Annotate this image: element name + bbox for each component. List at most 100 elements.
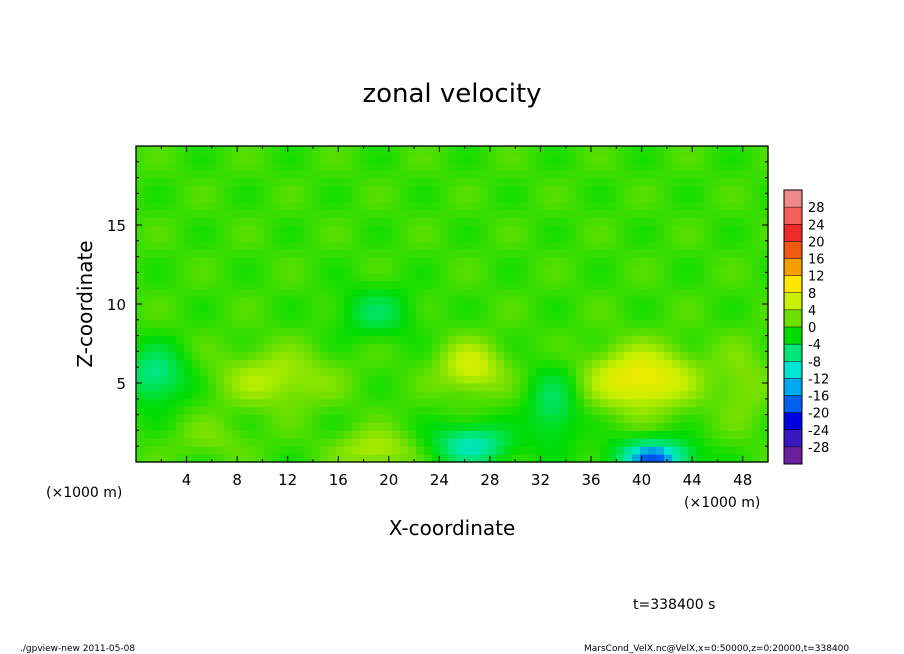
heatmap-cell [472, 311, 481, 321]
heatmap-cell [256, 438, 265, 447]
heatmap-cell [568, 319, 577, 329]
heatmap-cell [648, 430, 657, 439]
heatmap-cell [408, 406, 417, 416]
heatmap-cell [512, 264, 521, 273]
heatmap-cell [528, 280, 537, 289]
heatmap-cell [312, 414, 321, 424]
heatmap-cell [360, 335, 369, 345]
heatmap-cell [496, 280, 505, 289]
heatmap-cell [256, 454, 265, 463]
heatmap-cell [224, 225, 233, 234]
heatmap-cell [136, 146, 145, 155]
heatmap-cell [528, 422, 537, 431]
heatmap-cell [592, 430, 601, 439]
heatmap-cell [760, 327, 769, 337]
heatmap-cell [208, 327, 217, 337]
heatmap-cell [576, 438, 585, 447]
heatmap-cell [272, 240, 281, 250]
heatmap-cell [152, 327, 161, 337]
heatmap-cell [704, 343, 713, 352]
heatmap-cell [568, 280, 577, 289]
heatmap-cell [416, 422, 425, 431]
heatmap-cell [152, 367, 161, 376]
heatmap-cell [448, 153, 457, 163]
heatmap-cell [368, 446, 377, 455]
heatmap-cell [176, 390, 185, 400]
heatmap-cell [160, 438, 169, 447]
heatmap-cell [136, 153, 145, 163]
heatmap-cell [256, 146, 265, 155]
heatmap-cell [576, 201, 585, 210]
heatmap-cell [400, 422, 409, 431]
heatmap-cell [584, 209, 593, 218]
heatmap-cell [448, 232, 457, 242]
heatmap-cell [528, 232, 537, 242]
heatmap-cell [304, 319, 313, 329]
heatmap-cell [616, 232, 625, 242]
heatmap-cell [456, 327, 465, 337]
heatmap-cell [704, 311, 713, 321]
heatmap-cell [736, 248, 745, 258]
heatmap-cell [384, 335, 393, 345]
heatmap-cell [576, 232, 585, 242]
heatmap-cell [632, 146, 641, 155]
x-tick-label: 44 [683, 471, 702, 489]
heatmap-cell [760, 454, 769, 463]
heatmap-cell [160, 264, 169, 273]
heatmap-cell [648, 161, 657, 171]
heatmap-cell [448, 390, 457, 400]
heatmap-cell [480, 217, 489, 226]
heatmap-cell [376, 454, 385, 463]
heatmap-cell [752, 430, 761, 439]
heatmap-cell [400, 146, 409, 155]
heatmap-cell [368, 169, 377, 179]
heatmap-cell [672, 390, 681, 400]
heatmap-cell [240, 209, 249, 218]
heatmap-cell [304, 375, 313, 384]
heatmap-cell [584, 225, 593, 234]
heatmap-cell [360, 225, 369, 234]
heatmap-cell [368, 177, 377, 187]
heatmap-cell [360, 153, 369, 163]
heatmap-cell [656, 185, 665, 194]
heatmap-cell [504, 335, 513, 345]
heatmap-cell [392, 359, 401, 368]
heatmap-cell [480, 383, 489, 392]
heatmap-cell [504, 153, 513, 163]
heatmap-cell [320, 430, 329, 439]
heatmap-cell [504, 398, 513, 408]
heatmap-cell [496, 398, 505, 408]
heatmap-cell [736, 335, 745, 345]
heatmap-cell [232, 398, 241, 408]
heatmap-cell [616, 454, 625, 463]
heatmap-cell [408, 153, 417, 163]
heatmap-cell [640, 304, 649, 313]
heatmap-cell [536, 351, 545, 360]
heatmap-cell [208, 406, 217, 416]
heatmap-cell [560, 390, 569, 400]
heatmap-cell [688, 177, 697, 187]
heatmap-cell [744, 390, 753, 400]
heatmap-cell [392, 383, 401, 392]
heatmap-cell [272, 327, 281, 337]
heatmap-cell [704, 375, 713, 384]
heatmap-cell [160, 390, 169, 400]
heatmap-cell [664, 367, 673, 376]
heatmap-cell [592, 177, 601, 187]
heatmap-cell [736, 430, 745, 439]
heatmap-cell [520, 351, 529, 360]
heatmap-cell [600, 256, 609, 266]
x-unit-note-right: (×1000 m) [684, 495, 760, 511]
heatmap-cell [384, 406, 393, 416]
heatmap-cell [544, 406, 553, 416]
heatmap-cell [560, 161, 569, 171]
heatmap-cell [440, 217, 449, 226]
heatmap-cell [744, 272, 753, 281]
heatmap-cell [376, 177, 385, 187]
heatmap-cell [640, 359, 649, 368]
heatmap-cell [144, 311, 153, 321]
heatmap-cell [272, 280, 281, 289]
heatmap-cell [352, 430, 361, 439]
heatmap-cell [376, 335, 385, 345]
heatmap-cell [344, 367, 353, 376]
